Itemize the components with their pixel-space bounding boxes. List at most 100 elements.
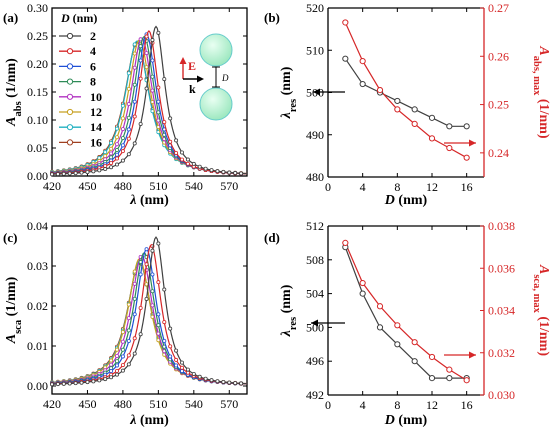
- panel-d-xlabel: D (nm): [384, 413, 428, 428]
- panel-c-series-point-4-510: [156, 280, 161, 285]
- panel-c-series-point-2-525: [174, 348, 179, 353]
- panel-a-ylabel: Aabs (1/nm): [4, 58, 24, 127]
- panel-b-letter: (b): [264, 10, 280, 25]
- legend-marker-12: [66, 108, 74, 116]
- panel-a-series-point-2-565: [221, 169, 226, 174]
- panel-c-series-point-2-560: [215, 379, 220, 384]
- legend-label-12: 12: [90, 105, 102, 119]
- panel-c-series-point-2-580: [239, 381, 244, 386]
- panel-c-ytick-label-2: 0.02: [27, 299, 48, 313]
- panel-d-amax-point-6: [376, 303, 384, 310]
- panel-a-series-point-4-485: [126, 136, 131, 141]
- panel-c-xtick-label-0: 420: [43, 397, 61, 411]
- panel-d-xtick-label-0: 0: [325, 398, 331, 412]
- panel-c-series-point-4-490: [132, 336, 137, 341]
- panel-a-series-point-2-550: [203, 166, 208, 171]
- panel-d-amax-point-10: [411, 339, 418, 346]
- panel-a-series-point-2-555: [209, 168, 214, 173]
- panel-a-series-point-12-475: [115, 135, 120, 140]
- panel-b-lambda-point-10: [411, 106, 418, 113]
- panel-c-series-point-6-480: [120, 354, 125, 359]
- panel-d-amax-point-14: [446, 366, 453, 373]
- panel-c-series-point-2-430: [61, 381, 66, 386]
- panel-d-ytick-right-label-1: 0.032: [488, 346, 515, 360]
- legend-label-14: 14: [90, 120, 102, 134]
- inset-label-e: E: [188, 59, 196, 73]
- panel-d-ytick-left-label-5: 512: [306, 219, 324, 233]
- panel-a-series-point-8-470: [109, 155, 114, 160]
- panel-a-series-point-14-490: [132, 42, 137, 47]
- panel-a-series-point-2-460: [97, 168, 102, 173]
- panel-b-lambda-point-2: [342, 55, 349, 62]
- panel-a-series-point-12-485: [126, 86, 131, 91]
- panel-d-ytick-left-label-0: 492: [306, 388, 324, 402]
- panel-d-amax-point-8: [394, 322, 401, 329]
- panel-a-series-point-2-445: [79, 170, 84, 175]
- panel-c-series-point-2-460: [97, 378, 102, 383]
- legend-marker-16: [66, 139, 74, 146]
- panel-c-series-point-2-570: [227, 380, 232, 385]
- panel-d-ytick-right-label-4: 0.038: [488, 219, 515, 233]
- panel-c-frame: [51, 225, 248, 395]
- panel-a-series-point-10-490: [132, 65, 137, 70]
- panel-a-series-point-4-510: [156, 85, 161, 90]
- panel-c-series-point-4-480: [120, 363, 125, 368]
- panel-c-series-point-4-500: [144, 262, 149, 267]
- panel-b-lambda-line: [344, 58, 467, 127]
- panel-a-series-point-2-520: [168, 116, 173, 121]
- panel-a-series-point-2-435: [67, 171, 72, 176]
- panel-c-series-point-2-545: [197, 374, 202, 379]
- panel-c-ytick-label-0: 0.00: [27, 379, 48, 393]
- panel-a-series-point-6-510: [156, 99, 161, 104]
- panel-d-ytick-left-label-1: 496: [306, 354, 324, 368]
- inset-label-k: k: [189, 82, 196, 96]
- panel-c-series-point-2-440: [73, 381, 78, 386]
- panel-d-xtick-label-1: 4: [360, 398, 366, 412]
- panel-a-xtick-label-4: 540: [185, 179, 203, 193]
- panel-c-xlabel: λ (nm): [129, 413, 169, 428]
- panel-c-series-point-2-485: [126, 362, 131, 367]
- panel-a-series-point-2-505: [150, 38, 155, 43]
- panel-a-series-point-12-505: [150, 100, 155, 105]
- panel-a-ytick-label-4: 0.20: [27, 57, 48, 71]
- panel-d-lambda-point-8: [394, 341, 401, 348]
- panel-c-series-point-8-505: [150, 289, 155, 294]
- panel-a-series-line-2: [51, 25, 248, 175]
- panel-b-ylabel-left: λres (nm): [279, 66, 299, 119]
- panel-c-series-point-2-420: [50, 382, 55, 387]
- panel-a-series-point-12-500: [144, 65, 149, 70]
- panel-d-ylabel-left: λres (nm): [279, 284, 299, 337]
- legend-marker-6: [66, 63, 74, 70]
- panel-c-series-point-4-495: [138, 305, 143, 310]
- panel-a-xtick-label-0: 420: [43, 179, 61, 193]
- panel-c-series-point-12-475: [115, 347, 120, 352]
- panel-a-ytick-label-0: 0.00: [27, 169, 48, 183]
- panel-b-lambda-point-16: [463, 123, 470, 130]
- panel-a-series-point-10-500: [144, 51, 149, 56]
- panel-b-xtick-label-3: 12: [426, 180, 438, 194]
- legend-label-16: 16: [90, 135, 102, 149]
- panel-d-amax-point-4: [359, 279, 366, 287]
- panel-a-series-point-2-430: [61, 171, 66, 176]
- panel-a-series-point-14-465: [103, 150, 108, 155]
- panel-a-ytick-label-2: 0.10: [27, 113, 48, 127]
- panel-a-series-point-2-570: [227, 170, 232, 175]
- panel-a-series-point-4-490: [132, 114, 137, 119]
- legend-marker-10: [66, 93, 74, 100]
- panel-a-series-point-4-520: [168, 139, 173, 144]
- panel-a-series-point-14-475: [115, 126, 120, 131]
- panel-b-amax-point-8: [394, 106, 401, 113]
- panel-c-series-point-2-435: [67, 381, 72, 386]
- panel-b-ytick-right-label-3: 0.27: [488, 1, 509, 15]
- panel-a-series-point-2-475: [115, 162, 120, 167]
- panel-a-series-point-12-480: [120, 116, 125, 121]
- panel-d-lambda-line: [344, 246, 467, 379]
- panel-a-series-point-8-495: [138, 44, 143, 49]
- panel-a-series-point-2-490: [132, 141, 137, 146]
- panel-d-letter: (d): [264, 230, 280, 245]
- panel-c-series-point-2-550: [203, 376, 208, 381]
- panel-a-series-point-8-480: [120, 136, 125, 141]
- panel-c-series-point-2-455: [91, 379, 96, 384]
- panel-a-series-line-4: [51, 30, 248, 175]
